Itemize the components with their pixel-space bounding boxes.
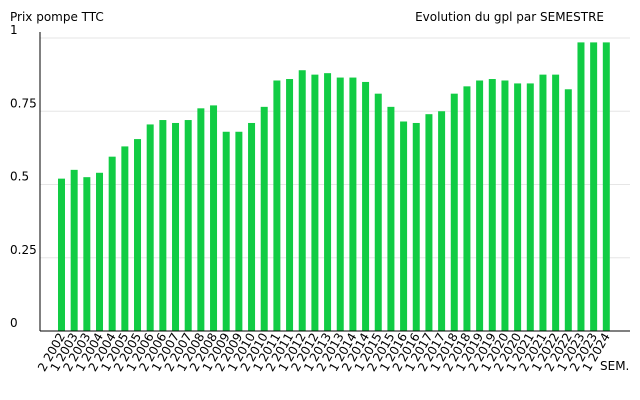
y-axis-label: Prix pompe TTC xyxy=(10,10,104,24)
bars xyxy=(58,42,610,332)
bar xyxy=(463,86,471,331)
y-axis-ticks: 0 0.25 0.5 0.75 1 xyxy=(10,23,37,330)
bar xyxy=(602,42,610,331)
y-tick-label: 0.5 xyxy=(10,170,29,184)
y-tick-label: 0.25 xyxy=(10,243,37,257)
bar xyxy=(539,74,547,332)
bar xyxy=(590,42,598,331)
bar xyxy=(349,77,357,331)
bar xyxy=(83,177,91,331)
bar xyxy=(324,73,332,331)
bar xyxy=(210,105,218,331)
bar xyxy=(412,122,420,331)
bar xyxy=(552,74,560,332)
bar xyxy=(577,42,585,331)
bar xyxy=(58,178,65,331)
bar xyxy=(298,70,306,331)
bar xyxy=(184,120,192,331)
bar xyxy=(387,106,395,331)
bar xyxy=(476,80,484,332)
chart-title: Evolution du gpl par SEMESTRE xyxy=(415,10,604,24)
bar xyxy=(159,120,167,331)
bar xyxy=(311,74,319,332)
bar xyxy=(222,131,230,331)
bar xyxy=(260,106,268,331)
y-tick-label: 1 xyxy=(10,23,18,37)
bar xyxy=(70,169,78,331)
y-tick-label: 0 xyxy=(10,316,18,330)
bar xyxy=(374,93,382,331)
bar xyxy=(336,77,344,331)
bar xyxy=(96,172,104,331)
bar xyxy=(172,122,180,331)
bar xyxy=(488,79,496,332)
bar xyxy=(121,146,129,331)
bar xyxy=(526,83,534,331)
bar xyxy=(400,121,408,331)
bar xyxy=(286,79,294,332)
bar xyxy=(425,114,433,332)
y-tick-label: 0.75 xyxy=(10,96,37,110)
bar xyxy=(514,83,522,331)
bar xyxy=(501,80,509,332)
bar xyxy=(146,124,154,331)
bar xyxy=(235,131,243,331)
bar xyxy=(108,156,116,331)
x-axis-label: SEM. xyxy=(600,359,629,373)
bar xyxy=(438,111,446,331)
bar xyxy=(273,80,281,332)
bar xyxy=(197,108,205,331)
bar xyxy=(450,93,458,331)
bar xyxy=(248,122,256,331)
bar xyxy=(564,89,572,331)
bar xyxy=(134,139,142,331)
bar xyxy=(362,81,370,331)
